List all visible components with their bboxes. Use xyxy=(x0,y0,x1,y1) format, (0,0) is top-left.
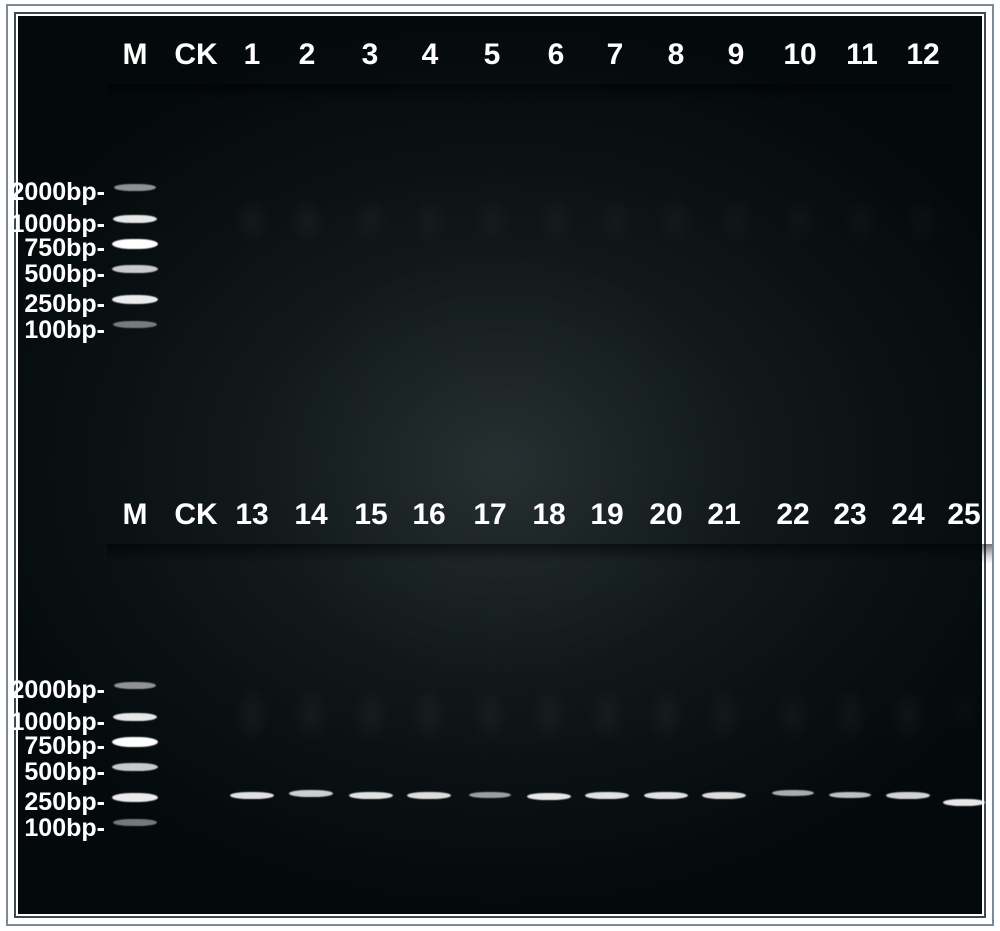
bp-label-bottom-0: 2000bp- xyxy=(11,678,105,703)
smear-top-4 xyxy=(407,190,453,250)
sample-band-bottom-13 xyxy=(230,792,274,799)
bp-label-top-3: 500bp- xyxy=(24,262,105,287)
lane-label-bottom-20: 20 xyxy=(649,498,682,532)
ladder-band-bottom-0 xyxy=(114,682,156,689)
sample-band-bottom-14 xyxy=(289,790,333,797)
lane-label-top-3: 3 xyxy=(362,38,379,72)
sample-band-bottom-16 xyxy=(407,792,451,799)
ladder-band-top-4 xyxy=(112,295,158,304)
lane-label-bottom-23: 23 xyxy=(833,498,866,532)
sample-band-bottom-19 xyxy=(585,792,629,799)
bp-label-top-5: 100bp- xyxy=(24,318,105,343)
smear-top-1 xyxy=(229,190,275,250)
lane-label-top-7: 7 xyxy=(607,38,624,72)
smear-bottom-15 xyxy=(348,680,394,750)
smear-bottom-22 xyxy=(770,680,816,750)
lane-label-bottom-14: 14 xyxy=(294,498,327,532)
smear-bottom-25 xyxy=(942,680,986,740)
ladder-band-bottom-2 xyxy=(112,737,158,747)
smear-bottom-23 xyxy=(827,680,873,750)
smear-bottom-19 xyxy=(584,680,630,750)
ladder-band-top-1 xyxy=(113,215,157,223)
smear-top-5 xyxy=(469,190,515,250)
smear-bottom-14 xyxy=(288,680,334,750)
sample-band-bottom-17 xyxy=(469,792,511,798)
bp-label-top-0: 2000bp- xyxy=(11,180,105,205)
lane-label-bottom-17: 17 xyxy=(473,498,506,532)
lane-label-top-2: 2 xyxy=(299,38,316,72)
sample-band-bottom-25 xyxy=(943,799,985,806)
well-row-top xyxy=(107,84,951,104)
ladder-band-bottom-4 xyxy=(112,793,158,802)
lane-label-bottom-21: 21 xyxy=(707,498,740,532)
lane-label-top-8: 8 xyxy=(668,38,685,72)
lane-label-top-M: M xyxy=(123,38,148,72)
lane-label-bottom-15: 15 xyxy=(354,498,387,532)
sample-band-bottom-24 xyxy=(886,792,930,799)
smear-top-3 xyxy=(347,190,393,250)
lane-label-bottom-16: 16 xyxy=(412,498,445,532)
lane-label-bottom-13: 13 xyxy=(235,498,268,532)
lane-label-top-4: 4 xyxy=(422,38,439,72)
well-row-bottom xyxy=(107,544,992,564)
lane-label-top-11: 11 xyxy=(846,38,878,72)
sample-band-bottom-21 xyxy=(702,792,746,799)
smear-bottom-16 xyxy=(406,680,452,750)
lane-label-bottom-22: 22 xyxy=(776,498,809,532)
lane-label-top-9: 9 xyxy=(728,38,745,72)
sample-band-bottom-23 xyxy=(829,792,871,798)
lane-label-bottom-M: M xyxy=(123,498,148,532)
lane-label-top-6: 6 xyxy=(548,38,565,72)
smear-top-7 xyxy=(592,190,638,250)
ladder-band-top-5 xyxy=(113,321,157,328)
smear-bottom-24 xyxy=(885,680,931,750)
sample-band-bottom-20 xyxy=(644,792,688,799)
smear-bottom-21 xyxy=(701,680,747,750)
smear-top-11 xyxy=(839,190,885,250)
bp-label-bottom-2: 750bp- xyxy=(24,734,105,759)
lane-label-bottom-24: 24 xyxy=(891,498,924,532)
smear-top-12 xyxy=(900,190,946,250)
sample-band-bottom-15 xyxy=(349,792,393,799)
lane-label-top-1: 1 xyxy=(244,38,261,72)
ladder-band-bottom-1 xyxy=(113,713,157,721)
bp-label-top-2: 750bp- xyxy=(24,236,105,261)
smear-bottom-17 xyxy=(467,680,513,750)
smear-top-8 xyxy=(653,190,699,250)
bp-label-top-4: 250bp- xyxy=(24,292,105,317)
ladder-band-top-2 xyxy=(112,239,158,249)
smear-top-9 xyxy=(713,190,759,250)
sample-band-bottom-18 xyxy=(527,793,571,800)
bp-label-bottom-4: 250bp- xyxy=(24,790,105,815)
lane-label-bottom-19: 19 xyxy=(590,498,623,532)
bp-label-bottom-3: 500bp- xyxy=(24,760,105,785)
smear-top-2 xyxy=(284,190,330,250)
lane-label-bottom-25: 25 xyxy=(947,498,980,532)
smear-bottom-13 xyxy=(229,680,275,750)
lane-label-bottom-18: 18 xyxy=(532,498,565,532)
ladder-band-top-0 xyxy=(114,184,156,191)
lane-label-top-CK: CK xyxy=(174,38,217,72)
smear-bottom-18 xyxy=(526,680,572,750)
sample-band-bottom-22 xyxy=(772,790,814,796)
lane-label-bottom-CK: CK xyxy=(174,498,217,532)
lane-label-top-5: 5 xyxy=(484,38,501,72)
ladder-band-bottom-3 xyxy=(112,763,158,771)
lane-label-top-10: 10 xyxy=(783,38,816,72)
smear-top-6 xyxy=(533,190,579,250)
ladder-band-top-3 xyxy=(112,265,158,273)
ladder-band-bottom-5 xyxy=(113,819,157,826)
smear-bottom-20 xyxy=(643,680,689,750)
smear-top-10 xyxy=(777,190,823,250)
bp-label-bottom-5: 100bp- xyxy=(24,816,105,841)
lane-label-top-12: 12 xyxy=(906,38,939,72)
